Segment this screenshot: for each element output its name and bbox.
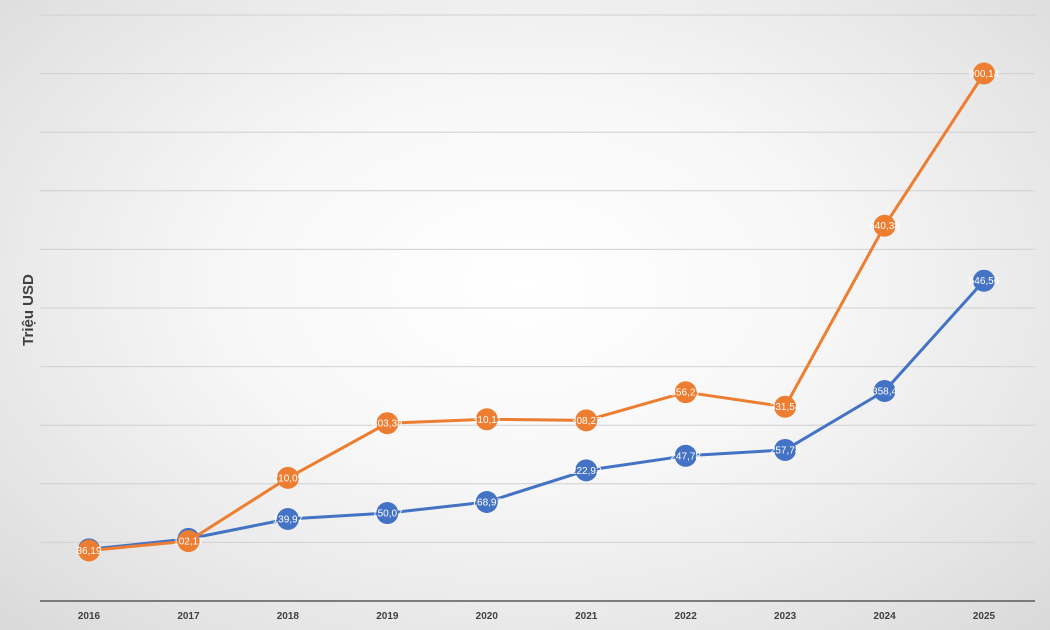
data-label: 247,78 — [670, 451, 701, 462]
series-2: 86,19 102,17 210,09 303,38 310,11 308,27 356,2… — [76, 62, 1000, 562]
data-point — [973, 62, 995, 85]
x-tick-labels: 2016 2017 2018 2019 2020 2021 2022 2023 2024 2025 — [78, 611, 996, 622]
data-label: 356,27 — [670, 388, 701, 399]
data-point — [873, 379, 896, 402]
data-point — [78, 539, 100, 562]
series-line — [87, 72, 986, 552]
x-tick-label: 2025 — [973, 611, 996, 622]
x-tick-label: 2023 — [774, 611, 797, 622]
data-point — [575, 459, 598, 482]
data-label: 257,78 — [770, 445, 801, 456]
data-point — [276, 507, 299, 530]
x-tick-label: 2019 — [376, 611, 399, 622]
gridlines — [40, 14, 1035, 543]
data-label: 310,11 — [472, 415, 502, 426]
data-point — [276, 466, 299, 489]
x-tick-label: 2017 — [177, 611, 200, 622]
data-point — [774, 395, 797, 418]
x-tick-label: 2016 — [78, 611, 101, 622]
data-label: 168,97 — [471, 497, 502, 508]
data-point — [674, 381, 697, 404]
data-point — [674, 444, 697, 467]
data-label: 139,97 — [273, 514, 304, 525]
series-1: 88,19106139,97150,07168,97222,93247,7825… — [76, 269, 1000, 561]
data-label: 640,38 — [869, 221, 900, 232]
x-tick-label: 2020 — [476, 611, 499, 622]
y-axis-label: Triệu USD — [20, 274, 37, 346]
series-line — [87, 279, 986, 551]
data-label: 86,19 — [76, 546, 101, 557]
data-label: 358,4 — [872, 386, 897, 397]
data-point — [973, 269, 995, 292]
data-label: 102,17 — [173, 537, 204, 548]
x-tick-label: 2021 — [575, 611, 598, 622]
data-label: 308,27 — [571, 416, 602, 427]
data-point — [475, 490, 498, 513]
data-point — [575, 409, 598, 432]
data-label: 222,93 — [571, 466, 602, 477]
data-label: 210,09 — [273, 473, 304, 484]
data-label: 150,07 — [372, 509, 403, 520]
data-label: 546,56 — [969, 276, 1000, 287]
data-label: 303,38 — [372, 419, 403, 430]
data-label: 900,14 — [969, 69, 1000, 80]
data-point — [177, 530, 200, 553]
x-tick-label: 2024 — [873, 611, 896, 622]
data-point — [376, 412, 399, 435]
series-layer: 88,19106139,97150,07168,97222,93247,7825… — [76, 62, 1000, 562]
data-point — [475, 408, 498, 431]
data-point — [376, 502, 399, 525]
data-label: 331,54 — [770, 402, 801, 413]
data-point — [774, 438, 797, 461]
x-tick-label: 2018 — [277, 611, 300, 622]
data-point — [873, 214, 896, 237]
x-tick-label: 2022 — [675, 611, 698, 622]
